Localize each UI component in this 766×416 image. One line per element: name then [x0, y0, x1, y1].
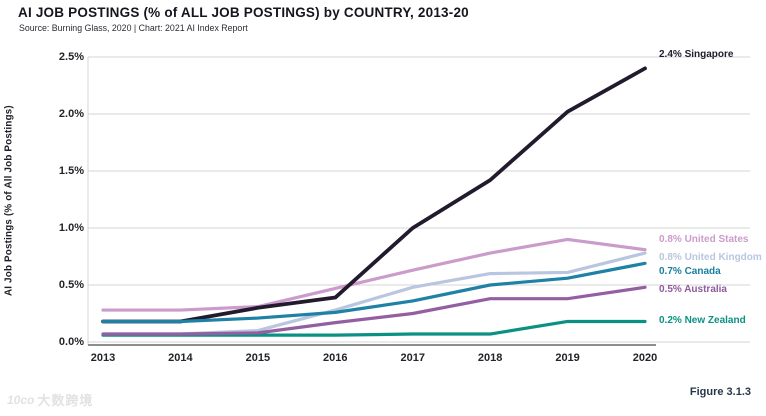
- chart-title: AI JOB POSTINGS (% of ALL JOB POSTINGS) …: [18, 5, 469, 20]
- x-tick-label-2013: 2013: [90, 352, 116, 364]
- series-end-label-united-states: 0.8% United States: [659, 233, 749, 245]
- y-tick-label-1.0%: 1.0%: [58, 221, 84, 234]
- chart-source-line: Source: Burning Glass, 2020 | Chart: 202…: [19, 23, 248, 33]
- x-tick-label-2018: 2018: [477, 352, 503, 364]
- figure-number-label: Figure 3.1.3: [689, 386, 751, 398]
- y-tick-label-0.5%: 0.5%: [58, 278, 84, 291]
- series-end-label-australia: 0.5% Australia: [659, 284, 727, 296]
- series-line-australia: [101, 285, 647, 336]
- series-end-label-united-kingdom: 0.8% United Kingdom: [659, 252, 762, 264]
- series-line-united-states: [101, 237, 647, 312]
- series-end-label-canada: 0.7% Canada: [659, 266, 721, 278]
- y-tick-label-2.5%: 2.5%: [58, 50, 84, 63]
- x-tick-label-2020: 2020: [632, 352, 658, 364]
- series-line-singapore: [101, 66, 647, 324]
- watermark: 10co 大数跨境: [7, 390, 93, 409]
- y-tick-label-2.0%: 2.0%: [58, 107, 84, 120]
- series-end-label-singapore: 2.4% Singapore: [659, 49, 734, 61]
- series-end-label-new-zealand: 0.2% New Zealand: [659, 315, 746, 327]
- x-tick-label-2014: 2014: [168, 352, 193, 364]
- watermark-text: 大数跨境: [37, 393, 94, 408]
- x-tick-label-2016: 2016: [323, 352, 348, 364]
- x-tick-label-2015: 2015: [245, 352, 271, 364]
- x-tick-label-2019: 2019: [555, 352, 580, 364]
- y-tick-label-0.0%: 0.0%: [58, 335, 84, 348]
- watermark-logo-icon: 10co: [7, 392, 35, 407]
- x-tick-label-2017: 2017: [400, 352, 425, 364]
- y-tick-label-1.5%: 1.5%: [58, 164, 84, 177]
- series-line-canada: [101, 261, 647, 324]
